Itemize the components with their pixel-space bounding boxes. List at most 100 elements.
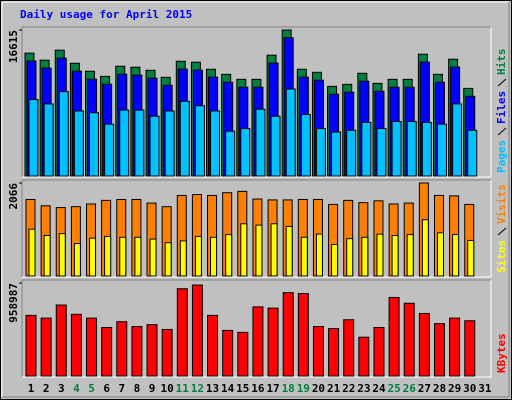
x-tick-label: 17 bbox=[266, 382, 279, 395]
x-tick-label: 26 bbox=[403, 382, 417, 395]
bar bbox=[391, 234, 399, 277]
bar bbox=[119, 109, 130, 177]
x-tick-label: 14 bbox=[221, 382, 235, 395]
x-tick-label: 16 bbox=[251, 382, 265, 395]
bar bbox=[134, 236, 142, 277]
bar bbox=[210, 236, 218, 277]
x-tick-label: 8 bbox=[134, 382, 141, 395]
x-tick-label: 19 bbox=[297, 382, 310, 395]
bar bbox=[149, 238, 157, 277]
y-tick-label: 2066 bbox=[7, 183, 20, 210]
bar bbox=[161, 328, 173, 377]
bar bbox=[433, 323, 445, 377]
bar bbox=[119, 236, 127, 277]
bar bbox=[315, 233, 323, 277]
bar bbox=[373, 327, 385, 377]
bar bbox=[376, 233, 384, 277]
legend-label: Files bbox=[495, 91, 508, 124]
legend-label: KBytes bbox=[495, 333, 508, 373]
x-tick-label: 13 bbox=[206, 382, 219, 395]
bar bbox=[285, 88, 296, 177]
x-tick-label: 31 bbox=[478, 382, 492, 395]
x-tick-label: 15 bbox=[236, 382, 249, 395]
bar bbox=[89, 237, 97, 277]
x-tick-label: 7 bbox=[118, 382, 125, 395]
bar bbox=[134, 109, 145, 177]
x-tick-label: 29 bbox=[448, 382, 461, 395]
bar bbox=[28, 99, 39, 177]
legend-separator bbox=[497, 227, 507, 236]
x-tick-label: 27 bbox=[418, 382, 431, 395]
bar bbox=[452, 103, 463, 177]
bar bbox=[104, 235, 112, 277]
bar bbox=[452, 234, 460, 277]
bar bbox=[255, 224, 263, 277]
y-tick-label: 958987 bbox=[7, 283, 20, 323]
bar bbox=[403, 302, 415, 377]
bar bbox=[210, 110, 221, 177]
bar bbox=[86, 317, 98, 377]
bar bbox=[358, 336, 370, 377]
bar bbox=[73, 243, 81, 277]
bar bbox=[191, 284, 203, 377]
x-tick-label: 9 bbox=[149, 382, 156, 395]
bar bbox=[225, 234, 233, 277]
bar bbox=[240, 128, 251, 177]
bar bbox=[331, 243, 339, 277]
bar bbox=[328, 327, 340, 377]
x-tick-label: 10 bbox=[161, 382, 174, 395]
legend-separator bbox=[497, 127, 507, 136]
bar bbox=[222, 329, 234, 377]
bar bbox=[58, 233, 66, 277]
x-tick-label: 11 bbox=[176, 382, 190, 395]
x-tick-label: 25 bbox=[387, 382, 400, 395]
x-tick-label: 30 bbox=[463, 382, 476, 395]
bar bbox=[70, 313, 82, 377]
bar bbox=[116, 321, 128, 377]
bar bbox=[252, 306, 264, 377]
x-tick-label: 5 bbox=[88, 382, 95, 395]
bar bbox=[104, 123, 115, 177]
legend-label: Sites bbox=[495, 240, 508, 273]
bar bbox=[237, 331, 249, 377]
x-tick-label: 20 bbox=[312, 382, 325, 395]
bar bbox=[331, 131, 342, 177]
bar bbox=[406, 234, 414, 277]
bar bbox=[464, 320, 476, 377]
bar bbox=[300, 113, 311, 177]
x-tick-label: 18 bbox=[282, 382, 295, 395]
bar bbox=[194, 105, 205, 177]
bar bbox=[101, 327, 113, 377]
bar bbox=[418, 312, 430, 377]
bar bbox=[421, 121, 432, 177]
bar bbox=[376, 128, 387, 177]
bar bbox=[467, 239, 475, 277]
bar bbox=[346, 238, 354, 277]
x-tick-label: 6 bbox=[103, 382, 110, 395]
x-tick-label: 23 bbox=[357, 382, 370, 395]
bar bbox=[467, 129, 478, 177]
bar bbox=[207, 314, 219, 377]
bar bbox=[255, 108, 266, 177]
bar bbox=[361, 236, 369, 277]
bar bbox=[285, 225, 293, 277]
bar bbox=[43, 103, 54, 177]
bar bbox=[436, 232, 444, 277]
bar bbox=[267, 307, 279, 377]
bar bbox=[315, 128, 326, 177]
bar bbox=[149, 115, 160, 177]
bar bbox=[240, 223, 248, 277]
bar bbox=[179, 240, 187, 277]
bar bbox=[179, 100, 190, 177]
bar bbox=[436, 123, 447, 177]
bar bbox=[270, 115, 281, 177]
x-tick-label: 2 bbox=[43, 382, 50, 395]
y-tick-label: 16615 bbox=[7, 30, 20, 63]
x-tick-label: 21 bbox=[327, 382, 341, 395]
x-tick-label: 12 bbox=[191, 382, 204, 395]
bar bbox=[194, 235, 202, 277]
bar bbox=[300, 236, 308, 277]
bar bbox=[312, 326, 324, 377]
bar bbox=[146, 324, 158, 377]
